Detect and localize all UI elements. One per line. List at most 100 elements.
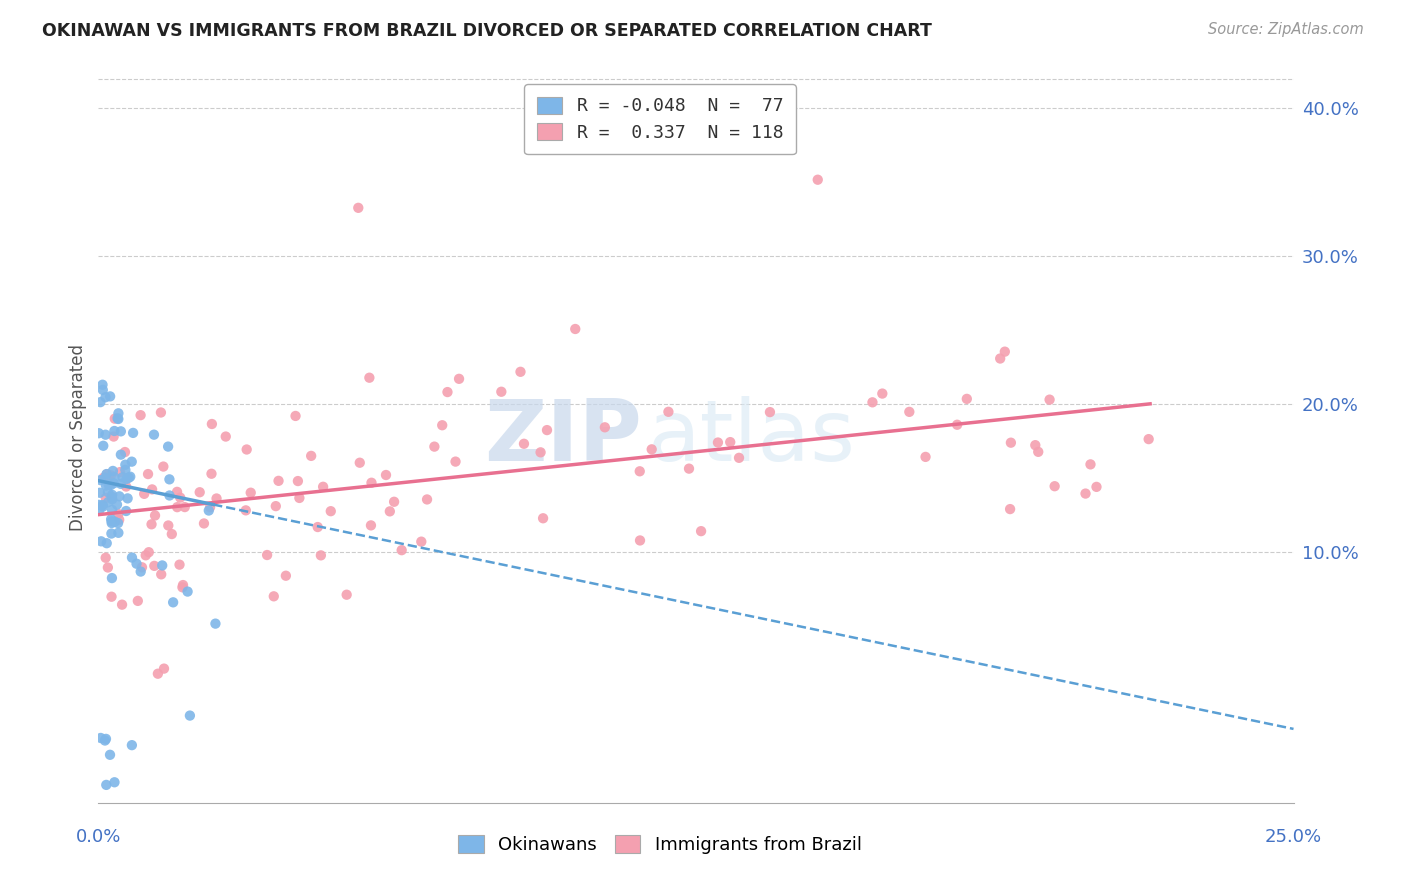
Point [111,598,134,612]
Point [115,479,138,493]
Point [193,516,215,531]
Point [120,469,142,483]
Point [100,516,122,530]
Text: 25.0%: 25.0% [1265,828,1322,846]
Point [628,464,651,478]
Point [107,507,129,521]
Point [94,390,117,404]
Point [872,386,894,401]
Point [146,666,169,681]
Point [94,731,117,746]
Point [100,526,122,541]
Point [107,412,129,426]
Point [94,427,117,442]
Point [149,405,172,419]
Point [91,383,114,397]
Point [91,377,114,392]
Point [718,435,741,450]
Point [107,525,129,540]
Point [94,550,117,565]
Point [111,470,134,484]
Point [114,463,136,477]
Point [593,420,616,434]
Point [657,405,679,419]
Point [988,351,1011,366]
Point [319,504,342,518]
Point [641,442,664,457]
Point [509,365,531,379]
Point [129,565,152,579]
Point [172,578,194,592]
Text: ZIP: ZIP [485,395,643,479]
Point [160,527,183,541]
Point [101,571,124,585]
Point [159,472,181,486]
Point [536,423,558,437]
Point [1085,480,1108,494]
Point [382,495,405,509]
Point [201,417,224,431]
Point [91,500,114,514]
Point [166,500,188,515]
Point [89,473,111,487]
Point [678,461,700,475]
Point [378,504,401,518]
Point [121,738,143,752]
Point [94,491,117,505]
Point [267,474,290,488]
Point [347,201,370,215]
Point [416,492,439,507]
Point [288,491,311,505]
Point [100,590,122,604]
Point [1024,438,1046,452]
Point [100,515,122,529]
Point [531,511,554,525]
Point [239,485,262,500]
Point [153,662,176,676]
Point [103,476,125,491]
Point [105,498,128,512]
Point [284,409,307,423]
Point [110,476,132,491]
Point [110,425,132,439]
Point [1074,486,1097,500]
Point [103,429,125,443]
Point [134,487,156,501]
Point [287,474,309,488]
Point [198,503,221,517]
Point [94,471,117,485]
Point [98,747,121,762]
Point [204,616,226,631]
Text: OKINAWAN VS IMMIGRANTS FROM BRAZIL DIVORCED OR SEPARATED CORRELATION CHART: OKINAWAN VS IMMIGRANTS FROM BRAZIL DIVOR… [42,22,932,40]
Point [91,498,114,512]
Point [807,172,830,186]
Point [391,543,413,558]
Point [862,395,884,409]
Point [100,468,122,483]
Point [96,467,118,482]
Point [141,483,163,497]
Point [411,534,433,549]
Point [375,468,398,483]
Point [103,470,125,484]
Point [312,480,335,494]
Point [97,485,120,500]
Text: 0.0%: 0.0% [76,828,121,846]
Point [299,449,322,463]
Point [198,500,221,515]
Point [90,731,112,745]
Point [143,427,166,442]
Point [150,567,173,582]
Point [143,508,166,523]
Point [162,595,184,609]
Point [97,495,120,509]
Point [101,488,124,502]
Point [336,588,359,602]
Point [125,557,148,571]
Point [1000,435,1022,450]
Point [114,445,136,459]
Point [513,437,536,451]
Point [101,492,124,507]
Point [235,442,257,457]
Point [349,456,371,470]
